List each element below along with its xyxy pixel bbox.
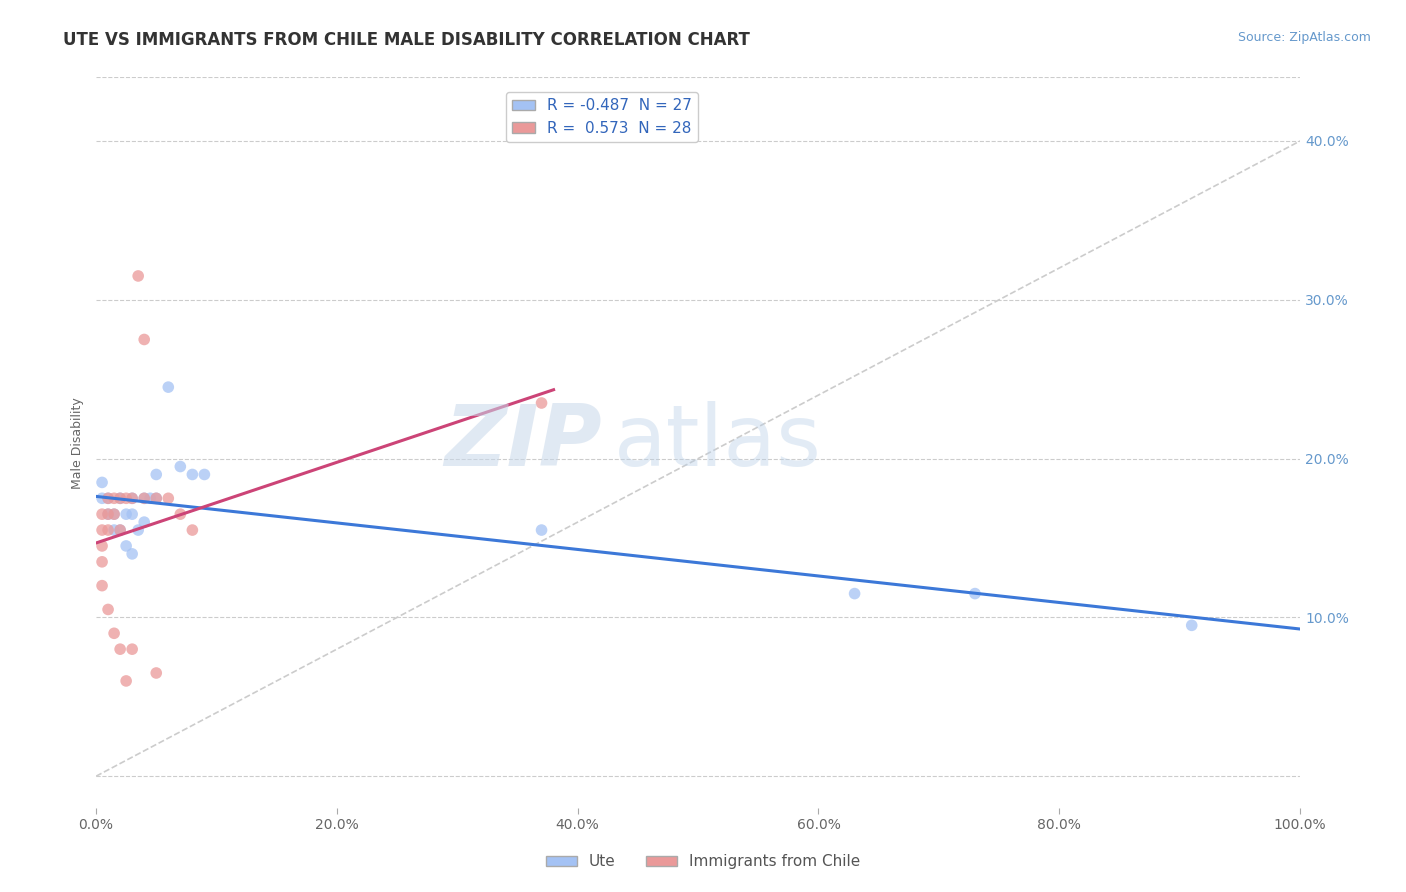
- Point: [108, 491, 131, 506]
- Point: [121, 507, 143, 521]
- Point: [145, 665, 167, 680]
- Point: [108, 523, 131, 537]
- Point: [963, 586, 986, 600]
- Point: [97, 507, 120, 521]
- Point: [127, 268, 149, 283]
- Point: [97, 491, 120, 506]
- Point: [181, 467, 204, 482]
- Point: [139, 491, 162, 506]
- Point: [103, 523, 125, 537]
- Point: [121, 547, 143, 561]
- Point: [1181, 618, 1204, 632]
- Point: [157, 380, 180, 394]
- Point: [103, 507, 125, 521]
- Point: [108, 491, 131, 506]
- Point: [115, 507, 138, 521]
- Point: [103, 626, 125, 640]
- Point: [91, 491, 114, 506]
- Point: [157, 491, 180, 506]
- Point: [530, 396, 553, 410]
- Text: atlas: atlas: [614, 401, 821, 484]
- Point: [181, 523, 204, 537]
- Point: [530, 523, 553, 537]
- Text: Source: ZipAtlas.com: Source: ZipAtlas.com: [1237, 31, 1371, 45]
- Point: [134, 491, 156, 506]
- Point: [145, 491, 167, 506]
- Text: ZIP: ZIP: [444, 401, 602, 484]
- Point: [193, 467, 215, 482]
- Point: [91, 579, 114, 593]
- Point: [91, 475, 114, 490]
- Point: [134, 333, 156, 347]
- Point: [121, 491, 143, 506]
- Point: [103, 507, 125, 521]
- Point: [844, 586, 866, 600]
- Point: [108, 642, 131, 657]
- Point: [134, 491, 156, 506]
- Point: [97, 602, 120, 616]
- Point: [115, 491, 138, 506]
- Point: [121, 642, 143, 657]
- Point: [91, 523, 114, 537]
- Point: [169, 459, 191, 474]
- Point: [91, 555, 114, 569]
- Legend: Ute, Immigrants from Chile: Ute, Immigrants from Chile: [540, 848, 866, 875]
- Point: [121, 491, 143, 506]
- Point: [97, 491, 120, 506]
- Point: [115, 539, 138, 553]
- Text: UTE VS IMMIGRANTS FROM CHILE MALE DISABILITY CORRELATION CHART: UTE VS IMMIGRANTS FROM CHILE MALE DISABI…: [63, 31, 751, 49]
- Point: [91, 539, 114, 553]
- Point: [108, 523, 131, 537]
- Point: [127, 523, 149, 537]
- Point: [91, 507, 114, 521]
- Legend: R = -0.487  N = 27, R =  0.573  N = 28: R = -0.487 N = 27, R = 0.573 N = 28: [506, 93, 697, 142]
- Point: [169, 507, 191, 521]
- Point: [145, 491, 167, 506]
- Point: [134, 515, 156, 529]
- Y-axis label: Male Disability: Male Disability: [72, 397, 84, 489]
- Point: [97, 507, 120, 521]
- Point: [145, 467, 167, 482]
- Point: [103, 491, 125, 506]
- Point: [115, 673, 138, 688]
- Point: [97, 523, 120, 537]
